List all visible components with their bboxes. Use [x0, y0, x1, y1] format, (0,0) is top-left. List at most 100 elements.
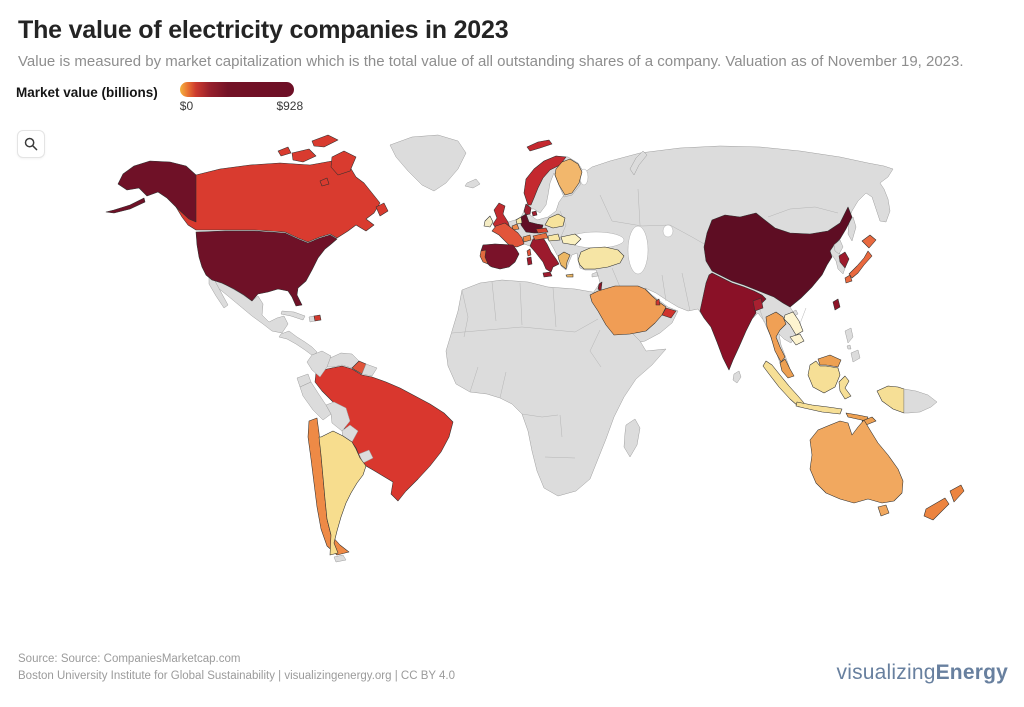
country-novaya-zemlya[interactable]: [629, 150, 648, 176]
search-icon: [24, 137, 38, 151]
country-tierra-del-fuego[interactable]: [333, 554, 347, 563]
country-north-korea[interactable]: [833, 239, 844, 255]
country-china[interactable]: [703, 206, 853, 308]
country-guyana[interactable]: [351, 360, 367, 375]
country-philippines[interactable]: [844, 327, 854, 344]
legend-label: Market value (billions): [16, 85, 158, 100]
country-thailand[interactable]: [765, 311, 787, 363]
legend-max-label: $928: [276, 99, 304, 113]
country-usa-aleutians[interactable]: [105, 197, 146, 214]
legend-gradient-bar: [179, 82, 294, 97]
caspian-sea: [627, 225, 649, 275]
country-canada-victoria-island[interactable]: [291, 148, 317, 163]
source-line-2: Boston University Institute for Global S…: [18, 670, 456, 682]
country-dominican-republic[interactable]: [313, 314, 322, 322]
country-sakhalin[interactable]: [847, 216, 857, 242]
legend-ticks: $0 $928: [179, 99, 303, 115]
country-new-zealand-north[interactable]: [949, 484, 965, 503]
country-papua-new-guinea[interactable]: [903, 388, 938, 414]
country-ireland[interactable]: [483, 215, 494, 228]
country-argentina[interactable]: [318, 430, 367, 556]
country-uae[interactable]: [661, 307, 677, 319]
country-usa-alaska[interactable]: [117, 160, 197, 223]
country-sardinia[interactable]: [526, 256, 533, 266]
country-sri-lanka[interactable]: [732, 370, 742, 384]
logo-light: visualizing: [836, 661, 936, 684]
country-svalbard[interactable]: [526, 139, 553, 152]
country-cyprus[interactable]: [591, 271, 599, 278]
country-canada-ellesmere[interactable]: [311, 134, 339, 148]
country-indonesia-west-papua[interactable]: [876, 385, 905, 414]
visualizing-energy-logo: visualizingEnergy: [837, 661, 1009, 685]
country-canada-baffin[interactable]: [330, 150, 357, 176]
country-madagascar[interactable]: [623, 418, 641, 458]
country-czechia[interactable]: [535, 227, 549, 234]
country-qatar[interactable]: [655, 298, 661, 306]
country-philippines[interactable]: [850, 349, 861, 363]
internal-borders: [451, 188, 839, 459]
country-switzerland[interactable]: [522, 234, 532, 243]
country-finland[interactable]: [554, 158, 583, 196]
country-colombia[interactable]: [306, 350, 332, 378]
country-new-zealand-south[interactable]: [923, 497, 950, 521]
country-turkey[interactable]: [577, 246, 625, 270]
country-mexico-baja[interactable]: [208, 276, 229, 309]
country-greece[interactable]: [557, 251, 571, 270]
country-canada-newfoundland[interactable]: [375, 202, 389, 217]
country-canada-banks[interactable]: [277, 146, 292, 157]
legend-min-label: $0: [179, 99, 194, 113]
country-israel[interactable]: [597, 281, 603, 292]
country-malaysia-peninsula[interactable]: [779, 358, 795, 379]
country-sicily[interactable]: [542, 271, 553, 278]
country-norway[interactable]: [523, 155, 567, 206]
country-cuba[interactable]: [280, 310, 306, 321]
country-india[interactable]: [699, 272, 767, 371]
country-france[interactable]: [491, 222, 525, 248]
country-canada-southampton[interactable]: [319, 177, 330, 187]
page-subtitle: Value is measured by market capitalizati…: [18, 53, 964, 70]
choropleth-countries: [105, 134, 965, 563]
country-malaysia-borneo[interactable]: [817, 354, 842, 368]
country-japan-hokkaido[interactable]: [861, 234, 877, 249]
country-suriname[interactable]: [361, 363, 378, 377]
country-indonesia-kalimantan[interactable]: [807, 360, 841, 394]
aral-sea: [662, 224, 674, 238]
country-indonesia-sulawesi[interactable]: [838, 375, 852, 400]
country-spain[interactable]: [480, 243, 520, 270]
country-taiwan[interactable]: [832, 298, 841, 311]
country-indonesia-java[interactable]: [795, 401, 843, 415]
country-austria[interactable]: [532, 232, 549, 241]
country-laos[interactable]: [783, 311, 804, 336]
country-canada[interactable]: [175, 160, 381, 243]
legend: Market value (billions) $0 $928: [16, 82, 303, 115]
country-cambodia[interactable]: [789, 333, 805, 346]
country-greenland[interactable]: [389, 134, 467, 192]
country-poland[interactable]: [544, 213, 566, 229]
source-attribution: Source: Source: CompaniesMarketcap.com B…: [18, 651, 455, 685]
country-japan-kyushu[interactable]: [844, 274, 853, 284]
country-hungary[interactable]: [547, 233, 561, 242]
country-iceland[interactable]: [464, 178, 481, 189]
country-crete[interactable]: [565, 273, 574, 278]
country-bangladesh[interactable]: [752, 297, 764, 312]
country-portugal[interactable]: [479, 249, 489, 265]
country-bolivia[interactable]: [325, 401, 351, 432]
country-tasmania[interactable]: [877, 504, 890, 517]
country-central-america[interactable]: [278, 330, 318, 357]
map-zoom-button[interactable]: [17, 130, 45, 158]
header: The value of electricity companies in 20…: [18, 16, 1008, 70]
country-romania[interactable]: [560, 233, 582, 246]
country-japan-honshu[interactable]: [848, 250, 873, 279]
logo-bold: Energy: [935, 661, 1008, 684]
country-denmark-zealand[interactable]: [531, 210, 538, 217]
legend-gradient: $0 $928: [179, 82, 303, 115]
country-netherlands[interactable]: [515, 216, 523, 225]
country-south-korea[interactable]: [838, 251, 850, 269]
country-philippines[interactable]: [846, 344, 852, 350]
page-title: The value of electricity companies in 20…: [18, 16, 509, 44]
country-italy[interactable]: [529, 235, 560, 273]
country-australia[interactable]: [809, 419, 904, 504]
country-corsica[interactable]: [526, 248, 532, 257]
country-usa[interactable]: [195, 230, 338, 307]
